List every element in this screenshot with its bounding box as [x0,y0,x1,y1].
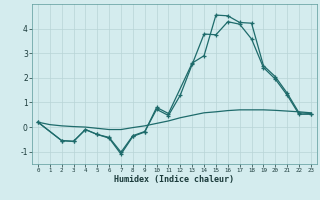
X-axis label: Humidex (Indice chaleur): Humidex (Indice chaleur) [115,175,234,184]
